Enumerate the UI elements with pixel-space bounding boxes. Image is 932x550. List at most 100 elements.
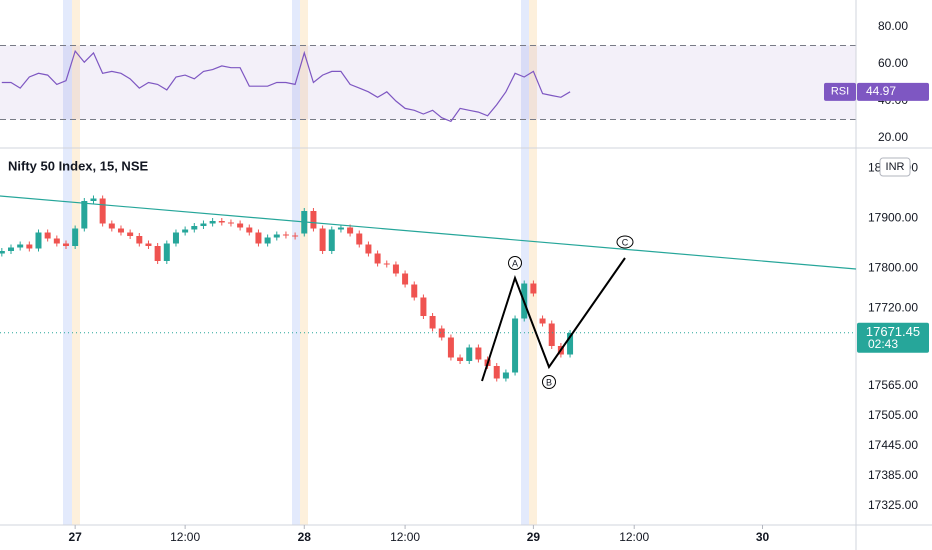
candle-body: [182, 229, 189, 233]
rsi-pane: [0, 45, 856, 123]
candle-body: [475, 347, 482, 360]
candle-body: [53, 238, 60, 244]
currency-label: INR: [886, 161, 905, 173]
y-tick-label: 17445.00: [868, 438, 918, 452]
candle-body: [411, 284, 418, 298]
trend-line: [0, 195, 857, 270]
candle-body: [218, 221, 225, 223]
y-tick-label: 17565.00: [868, 378, 918, 392]
candle-body: [200, 223, 207, 226]
rsi-band: [0, 45, 856, 120]
candle-body: [493, 366, 500, 379]
candle-body: [374, 253, 381, 264]
candle-body: [438, 328, 445, 338]
candle-body: [26, 244, 33, 249]
y-tick-label: 17720.00: [868, 301, 918, 315]
rsi-value-label: 44.97: [866, 84, 896, 98]
candle-body: [273, 234, 280, 238]
candle-body: [548, 323, 555, 346]
wave-label: A: [512, 258, 518, 268]
x-tick-label: 30: [756, 530, 770, 544]
candle-body: [383, 263, 390, 265]
y-tick-label: 17385.00: [868, 468, 918, 482]
currency-box: [879, 157, 911, 177]
candle-body: [191, 226, 198, 230]
candle-body: [209, 221, 216, 224]
candle-body: [0, 251, 5, 254]
x-tick-label: 12:00: [170, 530, 200, 544]
wave-label: C: [622, 237, 629, 247]
y-tick-label: 17505.00: [868, 408, 918, 422]
candle-body: [172, 232, 179, 244]
session-band: [529, 0, 537, 525]
axes: 17325.00 17385.00 17445.00 17505.00 17565.00…: [68, 19, 929, 544]
x-tick-label: 28: [298, 530, 312, 544]
y-tick-label: 17325.00: [868, 498, 918, 512]
session-band: [521, 0, 529, 525]
candle-body: [246, 227, 253, 233]
candle-body: [154, 246, 161, 261]
last-price-label: 17671.45: [866, 324, 920, 339]
candle-body: [310, 211, 317, 229]
candle-body: [62, 243, 69, 246]
candle-body: [457, 357, 464, 361]
wave-point: [542, 375, 556, 389]
x-tick-label: 12:00: [390, 530, 420, 544]
candle-body: [319, 228, 326, 251]
x-tick-label: 27: [68, 530, 82, 544]
last-price-box: [857, 322, 929, 353]
candle-body: [163, 243, 170, 261]
candle-body: [392, 264, 399, 274]
candle-body: [356, 233, 363, 245]
wave-label: B: [546, 377, 552, 387]
session-band: [292, 0, 300, 525]
candle-body: [44, 232, 51, 239]
y-tick-label: 80.00: [878, 19, 908, 33]
price-pane: [0, 195, 856, 382]
rsi-name: RSI: [831, 86, 849, 98]
candle-body: [282, 234, 289, 236]
candle-body: [292, 235, 299, 237]
candle-body: [90, 198, 97, 201]
candle-body: [429, 316, 436, 329]
candle-body: [466, 347, 473, 361]
candle-body: [512, 318, 519, 373]
candle-body: [99, 198, 106, 224]
candle-body: [539, 318, 546, 324]
candle-body: [337, 227, 344, 230]
session-band: [63, 0, 72, 525]
candle-body: [502, 372, 509, 379]
candle-body: [347, 227, 354, 234]
candle-body: [402, 273, 409, 285]
candle-body: [17, 244, 24, 248]
candle-body: [328, 229, 335, 251]
candle-body: [365, 244, 372, 254]
rsi-line: [1, 49, 571, 123]
wave-point: [508, 256, 522, 270]
candle-body: [255, 232, 262, 244]
candle-body: [447, 337, 454, 358]
y-tick-label: 17800.00: [868, 261, 918, 275]
candle-body: [420, 297, 427, 316]
candle-body: [117, 228, 124, 233]
countdown-label: 02:43: [868, 337, 898, 351]
candle-body: [108, 223, 115, 229]
candle-body: [136, 236, 143, 244]
wave-point: [616, 235, 634, 249]
wave-drawing: [481, 257, 626, 382]
candle-body: [35, 232, 42, 249]
candle-body: [72, 228, 79, 246]
x-tick-label: 29: [527, 530, 541, 544]
candle-body: [227, 222, 234, 224]
x-tick-label: 12:00: [619, 530, 649, 544]
rsi-name-box: [824, 82, 856, 101]
candle-body: [81, 201, 88, 229]
y-tick-label: 20.00: [878, 130, 908, 144]
y-tick-label: 60.00: [878, 56, 908, 70]
candle-body: [237, 223, 244, 228]
candle-body: [264, 237, 271, 244]
candle-body: [145, 243, 152, 246]
candle-body: [530, 283, 537, 294]
